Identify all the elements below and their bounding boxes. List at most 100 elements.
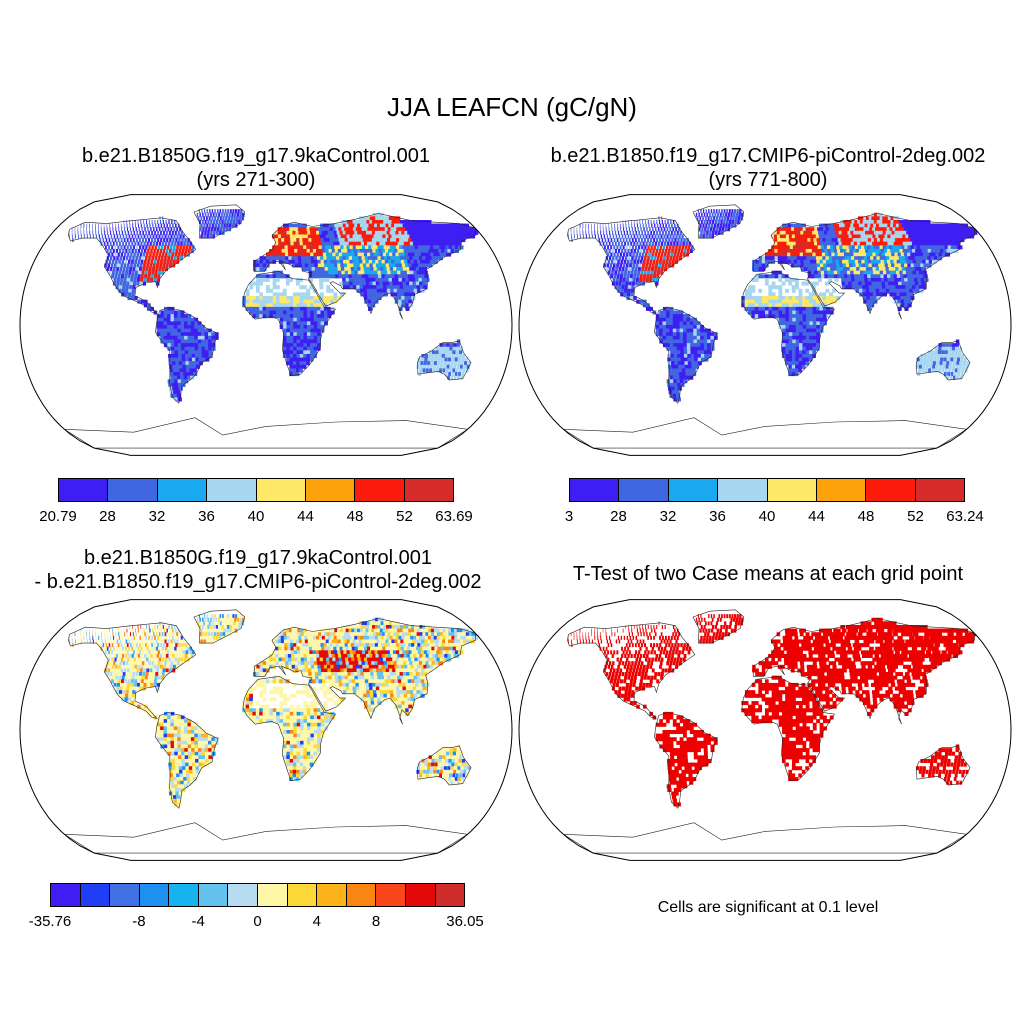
diff-colorbar-labels: -35.76 -8 -4 0 4 8 36.05 [29,913,484,933]
colorbar-label: 32 [148,508,166,525]
case2-map [518,194,1012,456]
case2-title-line1: b.e21.B1850.f19_g17.CMIP6-piControl-2deg… [550,145,986,167]
colorbar-label: 48 [346,508,364,525]
coastline [242,676,337,782]
colorbar-label: 36 [198,508,215,525]
case1-colorbar [58,478,454,502]
coastline [63,417,469,449]
colorbar-label: 52 [907,508,924,525]
coastline [562,822,968,854]
colorbar-swatch [915,479,964,501]
colorbar-label: 44 [808,508,825,525]
case2-title-line2: (yrs 771-800) [708,169,828,191]
map-frame [19,599,513,861]
coastline [741,271,836,377]
coastline [562,417,968,449]
map-cells [68,614,479,807]
coastline [567,622,696,719]
colorbar-label: 52 [396,508,413,525]
map-frame [518,194,1012,456]
colorbar-label: -4 [191,913,205,930]
coastline [242,271,337,377]
coastline [193,204,246,239]
map-cells [567,614,978,807]
coastline [63,822,469,854]
colorbar-swatch [169,884,199,906]
case2-colorbar [569,478,965,502]
coastline [692,204,745,239]
coastline [654,307,718,404]
case1-title: b.e21.B1850G.f19_g17.9kaControl.001 (yrs… [0,144,512,192]
ttest-map [518,599,1012,861]
coastline [692,609,745,644]
case1-map [19,194,513,456]
case1-title-line2: (yrs 271-300) [196,169,316,191]
colorbar-swatch [207,479,257,501]
diff-title-line2: - b.e21.B1850.f19_g17.CMIP6-piControl-2d… [34,571,482,593]
colorbar-swatch [405,884,436,906]
diff-map [19,599,513,861]
colorbar-swatch [718,479,768,501]
coastline [417,745,472,786]
significance-note: Cells are significant at 0.1 level [657,899,879,916]
colorbar-label: 32 [659,508,677,525]
coastline [68,217,197,314]
colorbar-label: 63.24 [946,508,984,525]
colorbar-swatch [157,479,208,501]
colorbar-swatch [355,479,405,501]
colorbar-label: 63.69 [435,508,473,525]
colorbar-label: -35.76 [28,913,72,930]
colorbar-label: 4 [312,913,321,930]
colorbar-label: -8 [132,913,146,930]
map-cells [68,209,479,402]
colorbar-label: 3 [564,508,574,525]
colorbar-swatch [287,884,318,906]
map-frame [19,194,513,456]
ttest-title: T-Test of two Case means at each grid po… [572,563,964,585]
colorbar-label: 36 [709,508,726,525]
colorbar-swatch [816,479,867,501]
case1-colorbar-labels: 20.79 28 32 36 40 44 48 52 63.69 [39,508,473,528]
coastline [155,307,219,404]
colorbar-label: 40 [758,508,776,525]
coastline [567,217,696,314]
case2-title: b.e21.B1850.f19_g17.CMIP6-piControl-2deg… [512,144,1024,192]
colorbar-label: 48 [857,508,875,525]
colorbar-swatch [228,884,259,906]
colorbar-swatch [866,479,916,501]
main-title: JJA LEAFCN (gC/gN) [387,92,637,122]
colorbar-label: 36.05 [446,913,484,930]
colorbar-label: 8 [371,913,381,930]
coastline [741,676,836,782]
colorbar-swatch [108,479,158,501]
map-cells [567,209,978,402]
case1-title-line1: b.e21.B1850G.f19_g17.9kaControl.001 [81,145,431,167]
colorbar-label: 20.79 [39,508,77,525]
colorbar-swatch [258,884,288,906]
colorbar-swatch [346,884,377,906]
colorbar-swatch [110,884,140,906]
colorbar-swatch [59,479,109,501]
colorbar-swatch [317,884,347,906]
coastline [155,712,219,809]
map-frame [518,599,1012,861]
colorbar-swatch [139,884,170,906]
colorbar-swatch [376,884,406,906]
colorbar-label: 0 [253,913,262,930]
colorbar-label: 28 [610,508,627,525]
coastline [193,609,246,644]
colorbar-swatch [305,479,356,501]
coastline [417,340,472,381]
colorbar-swatch [404,479,453,501]
colorbar-swatch [256,479,306,501]
coastline [752,213,975,320]
coastline [253,618,476,725]
colorbar-swatch [668,479,719,501]
diff-title: b.e21.B1850G.f19_g17.9kaControl.001 - b.… [0,546,516,594]
coastline [68,622,197,719]
coastline [654,712,718,809]
coastline [916,340,971,381]
colorbar-swatch [51,884,81,906]
coastline [253,213,476,320]
colorbar-swatch [619,479,669,501]
